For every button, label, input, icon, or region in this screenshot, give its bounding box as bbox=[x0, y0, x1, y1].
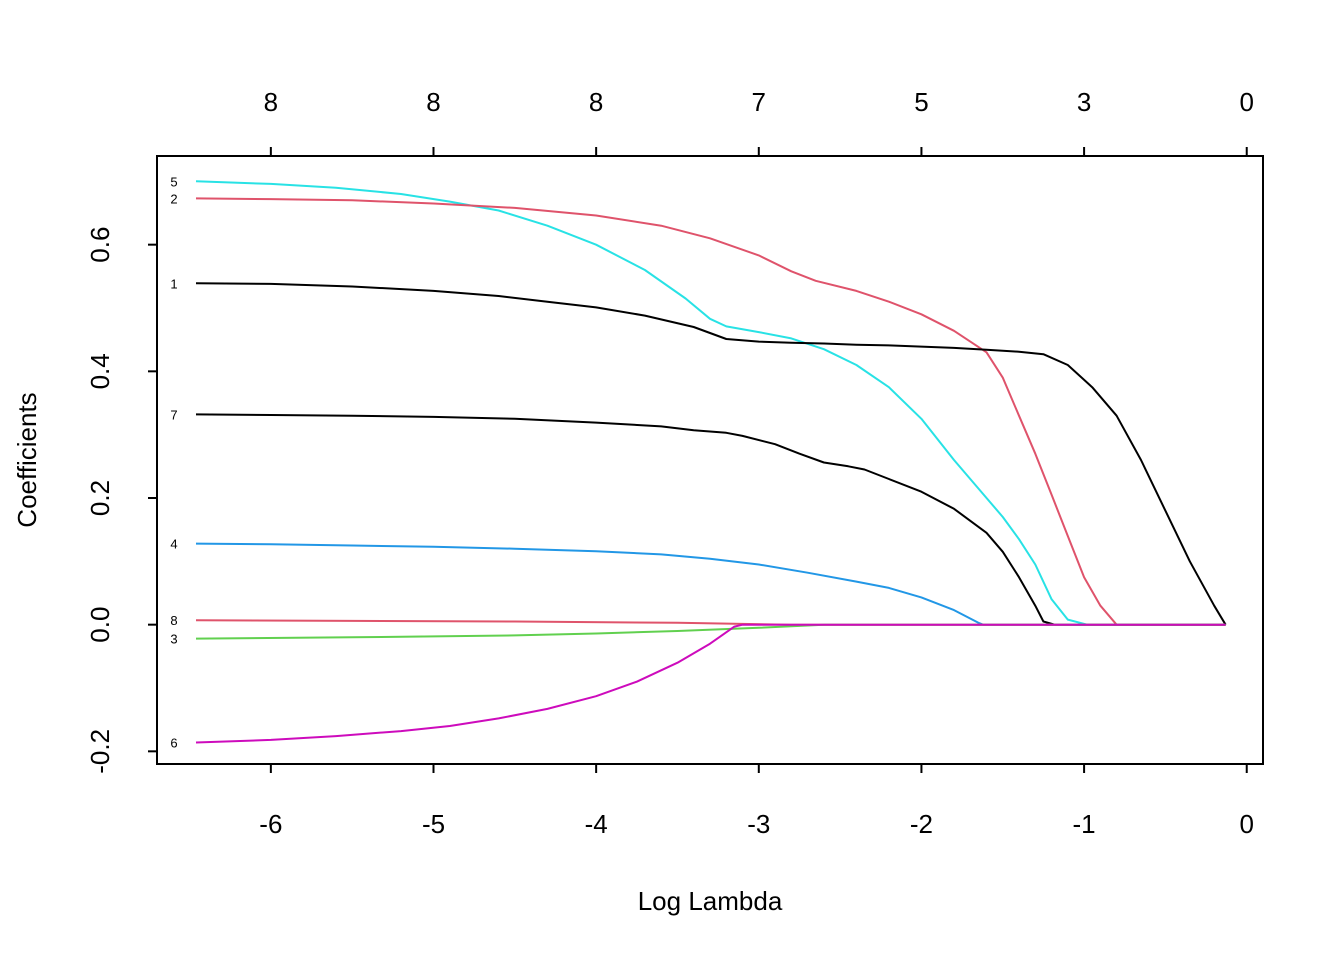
bottom-axis: -6 -5 -4 -3 -2 -1 0 bbox=[259, 764, 1254, 839]
left-axis: -0.2 0.0 0.2 0.4 0.6 bbox=[85, 227, 157, 774]
series-label-6: 6 bbox=[170, 735, 177, 750]
top-tick-label: 7 bbox=[752, 87, 766, 117]
y-tick-label: 0.6 bbox=[85, 227, 115, 263]
series-line-3 bbox=[195, 623, 1226, 640]
series-label-3: 3 bbox=[170, 632, 177, 647]
top-tick-label: 8 bbox=[589, 87, 603, 117]
y-axis-title: Coefficients bbox=[12, 392, 42, 527]
series-label-2: 2 bbox=[170, 191, 177, 206]
series-label-5: 5 bbox=[170, 174, 177, 189]
top-tick-label: 8 bbox=[264, 87, 278, 117]
y-tick-label: 0.4 bbox=[85, 353, 115, 389]
top-axis: 8 8 8 7 5 3 0 bbox=[264, 87, 1254, 156]
series-label-4: 4 bbox=[170, 537, 177, 552]
y-tick-label: 0.0 bbox=[85, 607, 115, 643]
series-line-2 bbox=[195, 197, 1226, 626]
x-tick-label: -4 bbox=[585, 809, 608, 839]
series-label-1: 1 bbox=[170, 276, 177, 291]
plot-frame bbox=[156, 155, 1264, 765]
top-tick-label: 5 bbox=[914, 87, 928, 117]
top-tick-label: 8 bbox=[426, 87, 440, 117]
x-tick-label: -3 bbox=[747, 809, 770, 839]
y-tick-label: 0.2 bbox=[85, 480, 115, 516]
top-tick-label: 3 bbox=[1077, 87, 1091, 117]
y-tick-label: -0.2 bbox=[85, 729, 115, 774]
series-line-1 bbox=[195, 282, 1227, 626]
series-label-layer: 5 2 1 7 4 8 3 6 bbox=[170, 174, 177, 750]
x-tick-label: -1 bbox=[1073, 809, 1096, 839]
series-line-6 bbox=[195, 623, 1226, 744]
x-tick-label: 0 bbox=[1240, 809, 1254, 839]
series-label-7: 7 bbox=[170, 407, 177, 422]
x-tick-label: -2 bbox=[910, 809, 933, 839]
series-line-7 bbox=[195, 413, 1226, 626]
x-axis-title: Log Lambda bbox=[638, 886, 783, 916]
series-line-4 bbox=[195, 542, 1226, 626]
series-layer bbox=[195, 180, 1227, 744]
x-tick-label: -6 bbox=[259, 809, 282, 839]
top-tick-label: 0 bbox=[1240, 87, 1254, 117]
series-label-8: 8 bbox=[170, 613, 177, 628]
x-tick-label: -5 bbox=[422, 809, 445, 839]
